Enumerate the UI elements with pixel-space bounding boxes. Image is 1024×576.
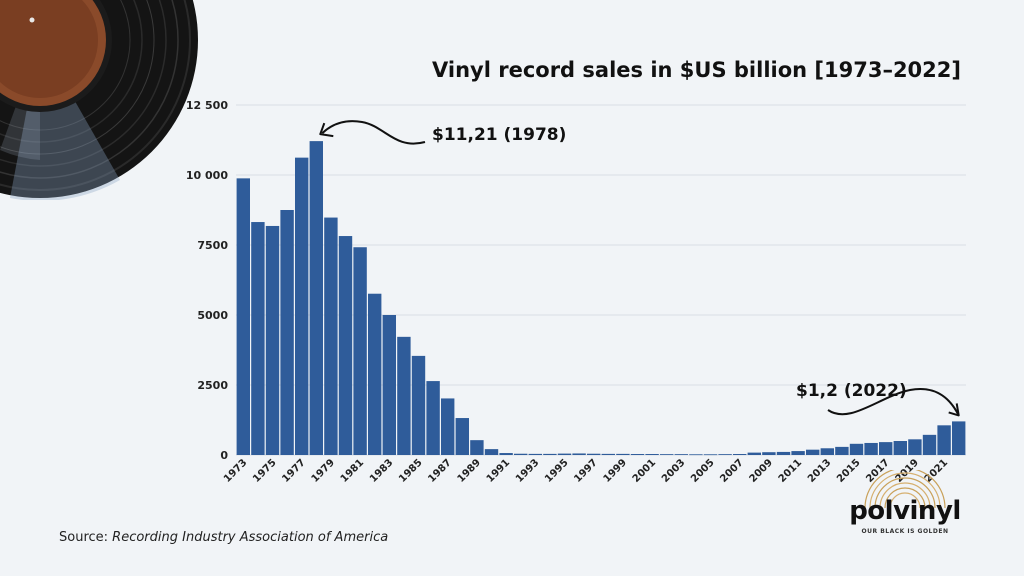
bar-2011 xyxy=(791,451,805,455)
x-tick-label: 1975 xyxy=(251,457,278,484)
bar-1999 xyxy=(616,453,630,455)
bar-1978 xyxy=(309,141,323,455)
y-tick-label: 5000 xyxy=(197,309,228,322)
x-tick-label: 1987 xyxy=(426,457,453,484)
bar-1998 xyxy=(601,453,615,455)
bar-1987 xyxy=(441,398,455,455)
bar-2013 xyxy=(820,448,834,455)
bar-2003 xyxy=(674,454,688,455)
bar-1989 xyxy=(470,440,484,455)
bar-1991 xyxy=(499,453,513,455)
x-tick-label: 1989 xyxy=(456,457,483,484)
x-tick-label: 1993 xyxy=(514,457,541,484)
bar-2016 xyxy=(864,442,878,455)
bar-2008 xyxy=(747,452,761,455)
source-label: Source: xyxy=(59,530,109,545)
bar-2000 xyxy=(630,454,645,455)
x-tick-label: 2011 xyxy=(777,457,804,484)
bar-2020 xyxy=(922,434,937,455)
bar-2019 xyxy=(908,439,922,455)
y-tick-label: 7500 xyxy=(197,239,228,252)
bar-2018 xyxy=(893,441,907,455)
bar-2004 xyxy=(689,454,703,456)
x-tick-label: 1997 xyxy=(572,457,599,484)
bar-1983 xyxy=(382,315,396,455)
x-tick-label: 1999 xyxy=(602,457,629,484)
x-tick-label: 1995 xyxy=(543,457,570,484)
chart-title: Vinyl record sales in $US billion [1973–… xyxy=(432,58,961,82)
polvinyl-logo: polvinyl OUR BLACK IS GOLDEN xyxy=(840,470,980,540)
bar-2012 xyxy=(806,449,820,455)
bar-1980 xyxy=(338,236,353,455)
bar-2021 xyxy=(937,425,951,455)
bar-1990 xyxy=(484,449,499,455)
x-tick-label: 2003 xyxy=(660,457,687,484)
annotation-2022-arrowhead xyxy=(948,403,960,417)
x-tick-label: 2013 xyxy=(806,457,833,484)
bar-2014 xyxy=(835,446,849,455)
bar-1982 xyxy=(368,293,382,455)
bar-1988 xyxy=(455,418,469,455)
x-tick-label: 1977 xyxy=(280,457,307,484)
bar-1995 xyxy=(557,453,572,455)
bar-2022 xyxy=(952,421,966,455)
bar-2017 xyxy=(879,442,893,455)
bar-1994 xyxy=(543,453,557,455)
x-tick-label: 1983 xyxy=(368,457,395,484)
bar-1979 xyxy=(324,217,338,455)
logo-tagline: OUR BLACK IS GOLDEN xyxy=(861,528,949,535)
bar-1993 xyxy=(528,453,542,455)
bar-1973 xyxy=(236,178,250,456)
bar-1992 xyxy=(514,453,528,455)
bar-2005 xyxy=(703,454,718,456)
annotation-peak-arrowhead xyxy=(319,122,334,138)
x-tick-label: 2009 xyxy=(748,457,775,484)
bar-2006 xyxy=(718,454,732,455)
source-note: Source: Recording Industry Association o… xyxy=(59,530,388,545)
y-tick-label: 2500 xyxy=(197,379,228,392)
annotation-2022-arrow xyxy=(827,388,960,416)
bar-1975 xyxy=(265,225,280,455)
y-tick-label: 0 xyxy=(220,449,228,462)
bar-2009 xyxy=(762,452,776,455)
annotation-peak: $11,21 (1978) xyxy=(432,125,567,145)
y-tick-label: 10 000 xyxy=(186,169,228,182)
x-tick-label: 1985 xyxy=(397,457,424,484)
x-tick-label: 2005 xyxy=(689,457,716,484)
logo-record-arcs-icon xyxy=(864,470,946,509)
bar-1976 xyxy=(280,210,294,455)
bar-1986 xyxy=(426,381,440,455)
bar-1997 xyxy=(587,453,601,455)
x-tick-label: 2001 xyxy=(631,457,658,484)
bar-1981 xyxy=(353,247,367,455)
source-name: Recording Industry Association of Americ… xyxy=(112,530,389,545)
x-tick-label: 1991 xyxy=(485,457,512,484)
bar-2015 xyxy=(849,443,864,455)
bar-1984 xyxy=(397,336,411,455)
bar-1977 xyxy=(295,157,309,455)
annotation-peak-arrow xyxy=(321,120,426,145)
x-tick-label: 2007 xyxy=(718,457,745,484)
annotation-2022: $1,2 (2022) xyxy=(796,381,907,401)
bar-2001 xyxy=(645,454,659,455)
x-tick-label: 1981 xyxy=(339,457,366,484)
bar-2002 xyxy=(660,454,674,455)
bar-2010 xyxy=(776,451,791,455)
bar-2007 xyxy=(733,454,747,455)
x-tick-label: 1979 xyxy=(310,457,337,484)
vinyl-record-icon xyxy=(0,0,198,200)
bar-1974 xyxy=(251,222,265,455)
bar-1996 xyxy=(572,453,586,455)
y-tick-label: 12 500 xyxy=(186,99,228,112)
logo-wordmark: polvinyl xyxy=(849,496,961,526)
bar-1985 xyxy=(411,355,426,455)
